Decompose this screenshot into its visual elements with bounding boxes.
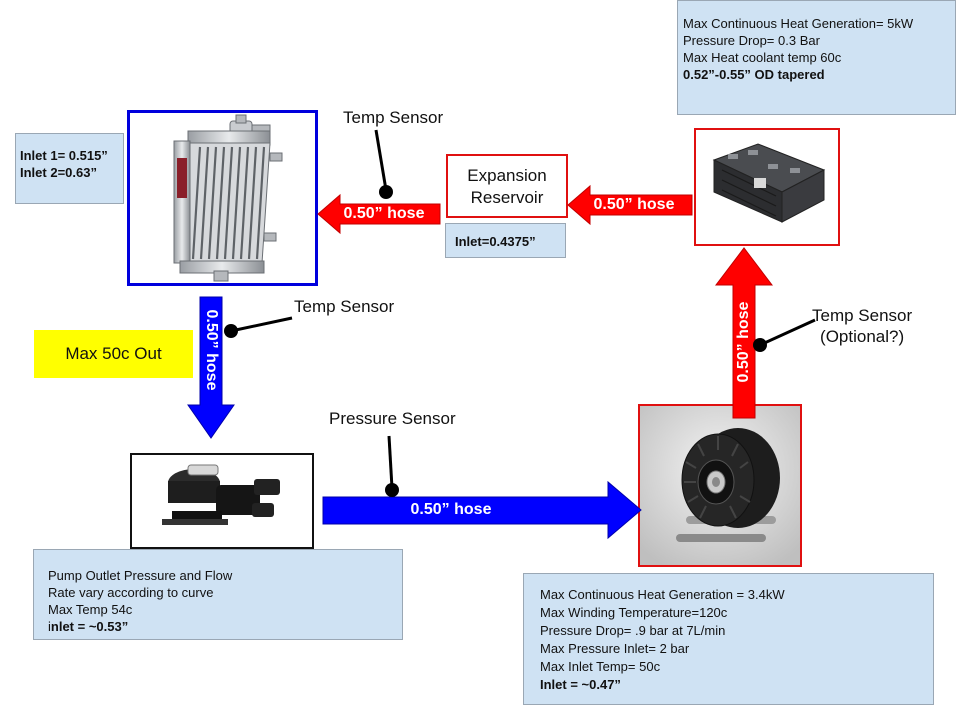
temp-sensor-right-line2: (Optional?) xyxy=(820,327,905,346)
max-out-highlight: Max 50c Out xyxy=(34,330,193,378)
motor-icon xyxy=(640,406,800,565)
radiator-inlet-1: Inlet 1= 0.515” xyxy=(20,148,108,163)
pressure-sensor-dot xyxy=(385,483,399,497)
temp-sensor-middle-leader xyxy=(230,316,293,333)
hose-label-radiator-to-pump: 0.50” hose xyxy=(203,309,220,391)
motor-spec-line: Max Inlet Temp= 50c xyxy=(540,659,661,674)
max-out-label: Max 50c Out xyxy=(65,344,162,363)
hose-label-controller-to-reservoir: 0.50” hose xyxy=(593,196,675,213)
motor-spec-line: Pressure Drop= .9 bar at 7L/min xyxy=(540,623,726,638)
controller-spec-note: Max Continuous Heat Generation= 5kW Pres… xyxy=(677,0,956,115)
motor-spec-line: Max Continuous Heat Generation = 3.4kW xyxy=(540,587,785,602)
temp-sensor-right-label: Temp Sensor (Optional?) xyxy=(812,305,912,347)
pump-spec-line: Pump Outlet Pressure and Flow xyxy=(48,568,233,583)
controller-spec-line: Max Continuous Heat Generation= 5kW xyxy=(683,16,914,31)
temp-sensor-top-label: Temp Sensor xyxy=(343,108,444,127)
temp-sensor-top-leader xyxy=(374,129,388,191)
pump-inlet-value: nlet = ~0.53” xyxy=(50,619,129,634)
motor-spec-line: Max Pressure Inlet= 2 bar xyxy=(540,641,690,656)
reservoir-title-line1: Expansion xyxy=(467,166,547,185)
reservoir-title-line2: Reservoir xyxy=(470,188,544,207)
pump-spec-line: Max Temp 54c xyxy=(48,602,133,617)
reservoir-inlet-note: Inlet=0.4375” xyxy=(445,223,566,258)
controller-spec-line: Pressure Drop= 0.3 Bar xyxy=(683,33,820,48)
hose-label-pump-to-motor: 0.50” hose xyxy=(410,501,492,518)
temp-sensor-middle-label: Temp Sensor xyxy=(294,297,395,316)
pump-frame xyxy=(130,453,314,549)
pump-spec-note: Pump Outlet Pressure and Flow Rate vary … xyxy=(33,549,403,640)
pressure-sensor-label: Pressure Sensor xyxy=(329,409,456,428)
pump-icon xyxy=(162,464,280,525)
radiator-inlet-2: Inlet 2=0.63” xyxy=(20,165,97,180)
motor-frame xyxy=(638,404,802,567)
reservoir-inlet-text: Inlet=0.4375” xyxy=(455,234,536,249)
pump-spec-line: Rate vary according to curve xyxy=(48,585,214,600)
expansion-reservoir-box: Expansion Reservoir xyxy=(446,154,568,218)
temp-sensor-top-dot xyxy=(379,185,393,199)
hose-label-motor-to-controller: 0.50” hose xyxy=(735,301,752,383)
controller-icon xyxy=(712,143,826,223)
motor-spec-line: Max Winding Temperature=120c xyxy=(540,605,728,620)
pressure-sensor-leader xyxy=(387,435,394,489)
radiator-frame xyxy=(127,110,318,286)
motor-spec-note: Max Continuous Heat Generation = 3.4kW M… xyxy=(523,573,934,705)
controller-spec-od: 0.52”-0.55” OD tapered xyxy=(683,67,825,82)
pump-spec-inlet: inlet = ~0.53” xyxy=(48,618,402,635)
radiator-icon xyxy=(173,114,283,282)
temp-sensor-right-dot xyxy=(753,338,767,352)
pump-inlet-prefix: i xyxy=(48,619,51,634)
temp-sensor-right-line1: Temp Sensor xyxy=(812,306,913,325)
controller-frame xyxy=(694,128,840,246)
temp-sensor-middle-dot xyxy=(224,324,238,338)
radiator-inlet-note: Inlet 1= 0.515” Inlet 2=0.63” xyxy=(15,133,124,204)
motor-spec-inlet: Inlet = ~0.47” xyxy=(540,677,621,692)
temp-sensor-right-leader xyxy=(759,318,816,347)
hose-label-reservoir-to-radiator: 0.50” hose xyxy=(343,205,425,222)
controller-spec-line: Max Heat coolant temp 60c xyxy=(683,50,842,65)
